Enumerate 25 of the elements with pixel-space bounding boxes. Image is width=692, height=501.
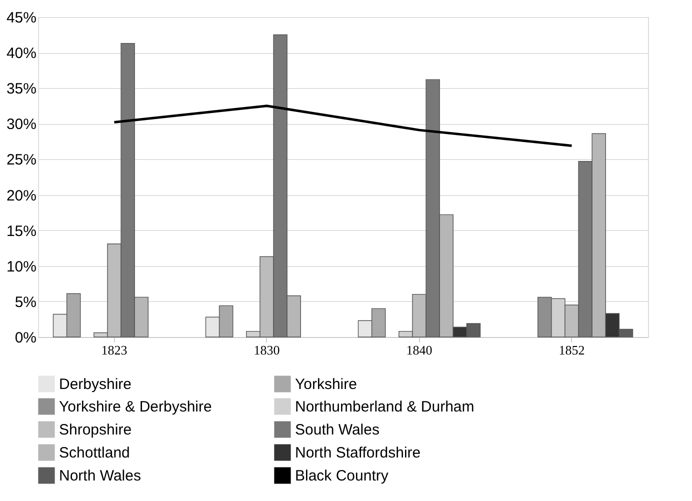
y-tick-label: 45% xyxy=(6,10,36,26)
legend-label: South Wales xyxy=(295,422,380,438)
legend-label: Northumberland & Durham xyxy=(295,398,474,416)
legend-label: Yorkshire xyxy=(295,376,357,393)
y-tick-label: 0% xyxy=(14,330,36,346)
line-series xyxy=(113,104,573,147)
y-tick-label: 5% xyxy=(14,294,36,311)
legend-label: North Wales xyxy=(59,468,141,484)
y-tick-label: 25% xyxy=(6,152,36,169)
legend-label: Shropshire xyxy=(59,422,132,438)
legend-label: Schottland xyxy=(59,444,130,462)
y-tick-label: 35% xyxy=(6,80,36,98)
y-tick-label: 30% xyxy=(6,116,36,134)
legend-label: North Staffordshire xyxy=(295,444,421,462)
legend-label: Derbyshire xyxy=(59,376,132,393)
y-tick-label: 10% xyxy=(6,258,36,276)
y-tick-label: 20% xyxy=(6,187,36,204)
legend-label: Yorkshire & Derbyshire xyxy=(59,398,212,416)
x-tick-label: 1852 xyxy=(558,342,585,358)
x-tick-label: 1830 xyxy=(254,342,280,358)
y-tick-label: 40% xyxy=(6,45,36,62)
y-tick-label: 15% xyxy=(6,222,36,240)
x-tick-label: 1840 xyxy=(406,342,432,358)
x-tick-label: 1823 xyxy=(101,342,128,358)
legend-label: Black Country xyxy=(295,468,389,484)
